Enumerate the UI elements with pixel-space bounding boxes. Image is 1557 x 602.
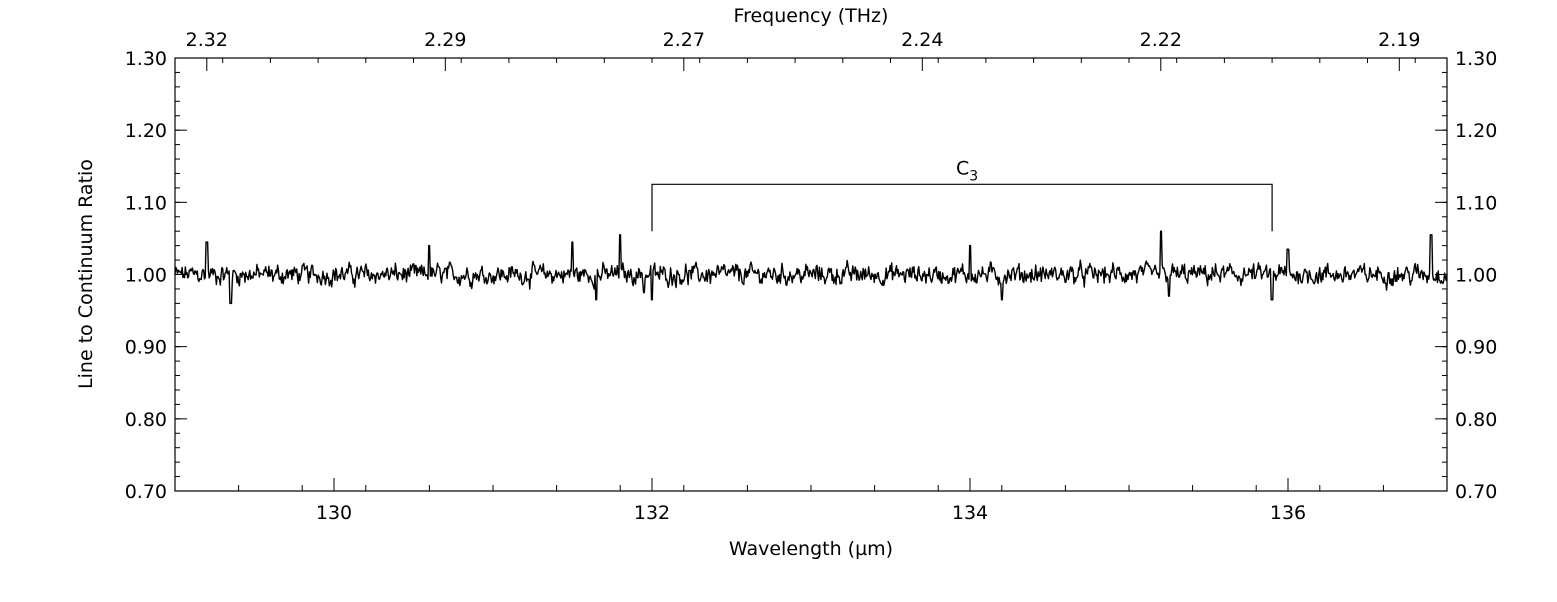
axis-tick-labels: 130 132 134 136 2.32 2.29 2.27 2.24 2.22 2.19 0.70… (125, 29, 1498, 524)
x-tick-label: 134 (952, 502, 988, 524)
y-tick-label-right: 0.80 (1455, 409, 1497, 431)
top-tick-label: 2.29 (424, 29, 466, 51)
y-tick-label-right: 0.70 (1455, 481, 1497, 503)
y-tick-label-right: 1.10 (1455, 192, 1497, 214)
x-tick-label: 136 (1270, 502, 1306, 524)
y-tick-label-right: 1.20 (1455, 120, 1497, 142)
c3-bracket (651, 183, 1273, 232)
axis-ticks (174, 57, 1448, 492)
c3-label-subscript: 3 (969, 168, 978, 184)
y-tick-label-right: 0.90 (1455, 337, 1497, 359)
y-tick-label-left: 0.80 (125, 409, 167, 431)
spectrum-line (174, 230, 1448, 305)
y-tick-label-left: 1.10 (125, 192, 167, 214)
y-tick-label-left: 1.00 (125, 265, 167, 287)
y-tick-label-left: 0.70 (125, 481, 167, 503)
y-tick-label-right: 1.00 (1455, 265, 1497, 287)
y-tick-label-left: 0.90 (125, 337, 167, 359)
y-tick-label-left: 1.20 (125, 120, 167, 142)
top-tick-label: 2.27 (663, 29, 705, 51)
top-tick-label: 2.19 (1378, 29, 1420, 51)
y-tick-label-left: 1.30 (125, 48, 167, 70)
y-tick-label-right: 1.30 (1455, 48, 1497, 70)
x-axis-label: Wavelength (µm) (729, 538, 893, 560)
c3-label-main: C (956, 157, 969, 179)
y-axis-label: Line to Continuum Ratio (75, 159, 97, 389)
top-tick-label: 2.32 (186, 29, 228, 51)
top-tick-label: 2.22 (1140, 29, 1182, 51)
x-tick-label: 130 (316, 502, 352, 524)
x-tick-label: 132 (634, 502, 670, 524)
top-tick-label: 2.24 (901, 29, 943, 51)
c3-label: C3 (956, 157, 978, 184)
top-axis-label: Frequency (THz) (734, 5, 889, 27)
